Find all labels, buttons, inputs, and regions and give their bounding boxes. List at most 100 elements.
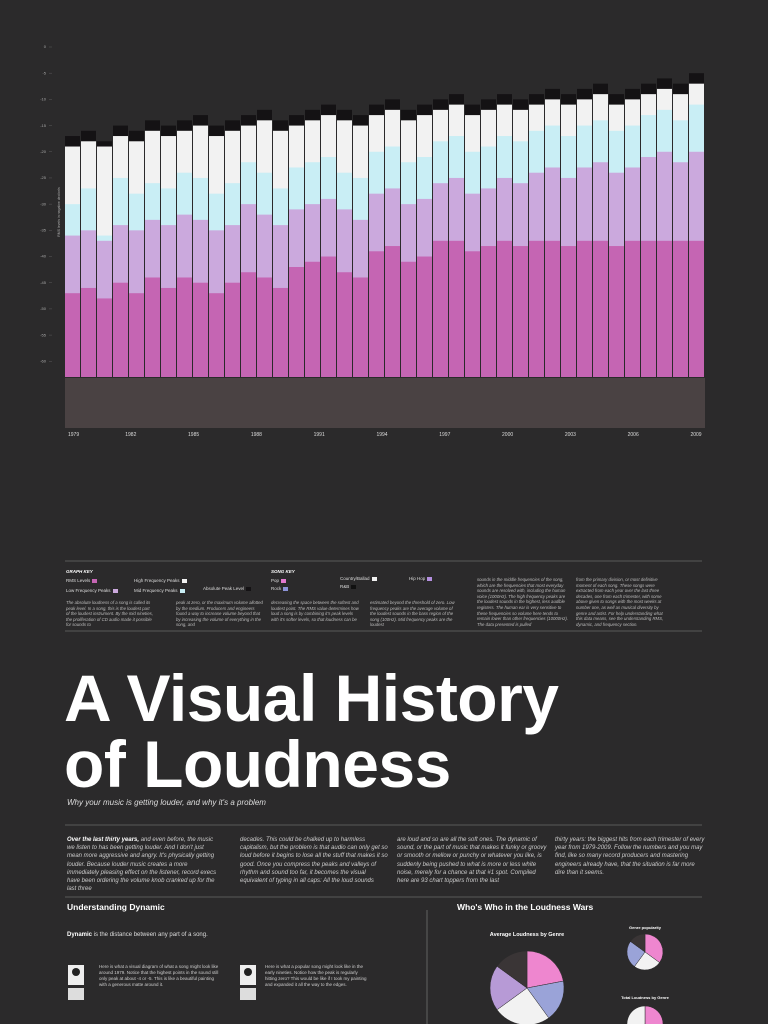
pie-slice bbox=[489, 965, 528, 1011]
bar bbox=[641, 240, 656, 377]
pie-title: Total Loudness by Genre bbox=[621, 995, 669, 1000]
legend-item: High Frequency Peaks bbox=[134, 578, 187, 583]
y-tick-label: -60 bbox=[40, 358, 47, 363]
pie-slice bbox=[526, 950, 564, 989]
pie-title: Genre popularity bbox=[629, 925, 662, 930]
key-paragraph: The absolute loudness of a song is calle… bbox=[66, 600, 153, 628]
legend-swatch bbox=[179, 588, 185, 593]
key-paragraph: sounds in the middle frequencies of the … bbox=[477, 577, 568, 627]
intro-column: thirty years: the biggest hits from each… bbox=[555, 837, 705, 876]
legend-label: High Frequency Peaks bbox=[134, 578, 180, 583]
bar bbox=[353, 277, 368, 377]
x-tick-label: 2000 bbox=[502, 432, 513, 438]
bar bbox=[241, 272, 256, 377]
bar bbox=[417, 256, 432, 377]
song-key-label: R&B bbox=[340, 584, 350, 589]
x-tick-label: 1991 bbox=[314, 432, 325, 438]
x-tick-label: 1994 bbox=[376, 432, 387, 438]
intro-column: Over the last thirty years, and even bef… bbox=[67, 836, 217, 893]
x-tick-label: 1988 bbox=[251, 432, 262, 438]
bar bbox=[321, 256, 336, 377]
bar bbox=[65, 293, 80, 377]
bar bbox=[593, 240, 608, 377]
title-line: of Loudness bbox=[64, 727, 451, 801]
bar bbox=[145, 277, 160, 377]
legend-label: Low Frequency Peaks bbox=[66, 588, 111, 593]
song-key-label: Hip Hop bbox=[409, 576, 426, 581]
legend-item: Mid Frequency Peaks bbox=[134, 588, 185, 593]
song-key-label: Rock bbox=[271, 586, 282, 591]
y-tick-label: -10 bbox=[40, 97, 47, 102]
legend-swatch bbox=[92, 578, 98, 583]
x-tick-label: 2003 bbox=[565, 432, 576, 438]
song-key-swatch bbox=[281, 578, 287, 583]
x-tick-label: 1979 bbox=[68, 432, 79, 438]
bar bbox=[81, 287, 96, 377]
bar bbox=[449, 240, 464, 377]
bar bbox=[97, 298, 112, 377]
bar bbox=[177, 277, 192, 377]
bar bbox=[369, 251, 384, 377]
bar bbox=[289, 267, 304, 377]
bar bbox=[673, 240, 688, 377]
song-key-swatch bbox=[351, 584, 357, 589]
title-line: A Visual History bbox=[64, 661, 559, 735]
song-key-swatch bbox=[283, 586, 289, 591]
bar bbox=[465, 251, 480, 377]
song-key-item: Hip Hop bbox=[409, 576, 433, 581]
y-tick-label: 0 bbox=[44, 44, 47, 49]
bar bbox=[273, 287, 288, 377]
bar bbox=[513, 246, 528, 377]
song-key-item: Country/Ballad bbox=[340, 576, 377, 581]
graph-key-title: GRAPH KEY bbox=[66, 569, 93, 574]
bar bbox=[545, 240, 560, 377]
bar bbox=[625, 240, 640, 377]
bar bbox=[193, 282, 208, 377]
bar bbox=[161, 287, 176, 377]
x-tick-label: 1997 bbox=[439, 432, 450, 438]
section-heading: Who's Who in the Loudness Wars bbox=[457, 902, 594, 912]
bar bbox=[657, 240, 672, 377]
bar bbox=[689, 240, 704, 377]
bar bbox=[225, 282, 240, 377]
y-tick-label: -30 bbox=[40, 201, 47, 206]
bar bbox=[481, 246, 496, 377]
caption: Here is what a popular song might look l… bbox=[265, 964, 367, 987]
song-key-item: R&B bbox=[340, 584, 357, 589]
song-key-item: Rock bbox=[271, 586, 289, 591]
bar bbox=[257, 277, 272, 377]
y-tick-label: -35 bbox=[40, 228, 47, 233]
bar bbox=[113, 282, 128, 377]
subtitle: Why your music is getting louder, and wh… bbox=[67, 798, 266, 807]
x-tick-label: 1985 bbox=[188, 432, 199, 438]
bar bbox=[337, 272, 352, 377]
x-tick-label: 1982 bbox=[125, 432, 136, 438]
key-paragraph: decreasing the space between the softest… bbox=[271, 600, 359, 622]
bar bbox=[209, 293, 224, 377]
pie-title: Average Loudness by Genre bbox=[490, 932, 564, 938]
intro-text: and even before, the music we listen to … bbox=[67, 837, 217, 893]
bar bbox=[433, 240, 448, 377]
pie-slice bbox=[644, 1005, 664, 1024]
intro-column: decades. This could be chalked up to har… bbox=[240, 837, 388, 885]
song-key-label: Country/Ballad bbox=[340, 576, 370, 581]
song-key-title: SONG KEY bbox=[271, 569, 295, 574]
face-icon bbox=[68, 965, 84, 1000]
pie-slice bbox=[526, 980, 565, 1019]
caption: Here is what a visual diagram of what a … bbox=[99, 964, 219, 987]
pie-slice bbox=[630, 933, 646, 953]
key-paragraph: from the primary division, or most defin… bbox=[576, 577, 664, 627]
peak-ratio-band bbox=[65, 378, 705, 428]
intro-column: are loud and so are all the soft ones. T… bbox=[397, 837, 547, 885]
y-tick-label: -25 bbox=[40, 175, 47, 180]
pie-slice bbox=[496, 950, 528, 989]
y-tick-label: -5 bbox=[42, 70, 46, 75]
legend-label: Absolute Peak Level bbox=[203, 586, 245, 591]
song-key-swatch bbox=[427, 576, 433, 581]
key-paragraph: estimated beyond the threshold of zero. … bbox=[370, 600, 455, 628]
legend-swatch bbox=[112, 588, 118, 593]
bar bbox=[609, 246, 624, 377]
pie-slice bbox=[644, 933, 664, 963]
bar bbox=[305, 261, 320, 377]
